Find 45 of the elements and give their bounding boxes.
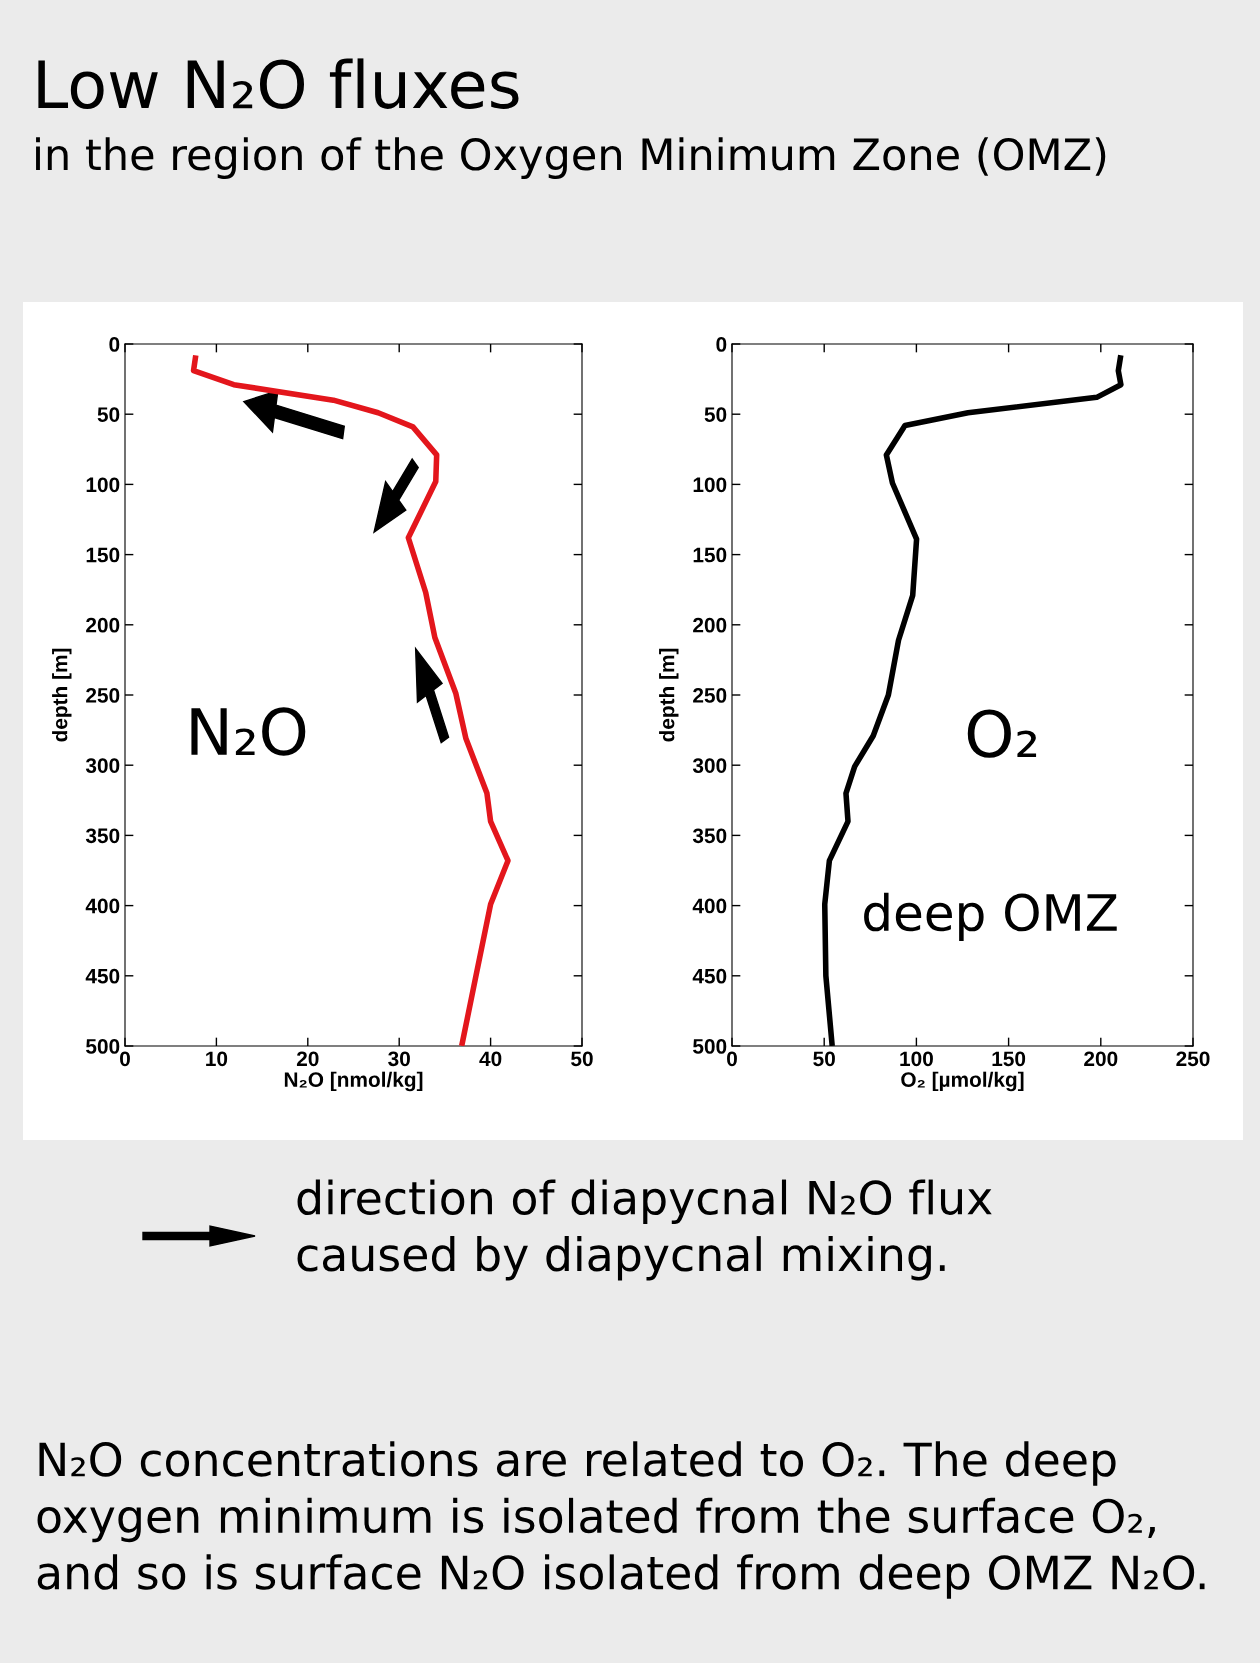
y-tick-label: 0 bbox=[716, 337, 727, 352]
text: direction of diapycnal N₂O flux caused by diapycnal mixing. bbox=[297, 1179, 992, 1281]
y-tick-label: 500 bbox=[693, 1039, 727, 1054]
chart-subtitle: in the region of the Oxygen Minimum Zone (OMZ) bbox=[36, 137, 1106, 179]
x-tick-label: 100 bbox=[900, 1051, 933, 1067]
y-tick-label: 0 bbox=[109, 337, 120, 352]
y-tick-label: 250 bbox=[86, 688, 120, 703]
y-tick-label: 200 bbox=[693, 617, 727, 633]
x-tick-label: 50 bbox=[813, 1051, 835, 1067]
y-tick-label: 100 bbox=[693, 477, 727, 493]
y-tick-label: 300 bbox=[85, 758, 120, 773]
y-tick-label: 50 bbox=[97, 407, 120, 422]
y-tick-label: 350 bbox=[692, 828, 727, 844]
y-axis-title: depth [m] bbox=[659, 648, 679, 742]
y-tick-label: 350 bbox=[85, 828, 120, 844]
x-tick-label: 10 bbox=[206, 1051, 228, 1067]
x-tick-label: 0 bbox=[727, 1051, 737, 1067]
y-tick-label: 150 bbox=[693, 547, 727, 563]
y-tick-label: 200 bbox=[86, 617, 120, 633]
y-tick-label: 400 bbox=[85, 898, 120, 914]
x-tick-label: 0 bbox=[120, 1051, 130, 1067]
y-tick-label: 50 bbox=[704, 407, 727, 422]
annotation: deep OMZ bbox=[864, 892, 1117, 942]
y-axis-title: depth [m] bbox=[52, 648, 72, 742]
x-axis-title: N₂O [nmol/kg] bbox=[284, 1071, 423, 1092]
y-tick-label: 450 bbox=[692, 968, 727, 984]
text: N₂O concentrations are related to O₂. The deep oxygen minimum is isolated from the surface O₂, and so is surface N₂O isolated from deep OMZ N₂O. bbox=[37, 1441, 1205, 1599]
x-tick-label: 50 bbox=[571, 1051, 593, 1067]
chart-title: Low N₂O fluxes bbox=[38, 58, 519, 109]
y-tick-label: 300 bbox=[692, 758, 727, 773]
y-tick-label: 450 bbox=[85, 968, 120, 984]
x-tick-label: 150 bbox=[992, 1051, 1026, 1067]
x-tick-label: 20 bbox=[296, 1051, 319, 1067]
x-tick-label: 250 bbox=[1176, 1051, 1210, 1067]
y-tick-label: 500 bbox=[86, 1039, 120, 1054]
x-axis-title: O₂ [µmol/kg] bbox=[901, 1071, 1024, 1092]
x-tick-label: 40 bbox=[479, 1051, 502, 1067]
y-tick-label: 100 bbox=[86, 477, 120, 493]
y-tick-label: 250 bbox=[693, 688, 727, 703]
text: N₂O bbox=[191, 707, 306, 756]
y-tick-label: 150 bbox=[86, 547, 120, 563]
y-tick-label: 400 bbox=[692, 898, 727, 914]
x-tick-label: 30 bbox=[388, 1051, 410, 1067]
x-tick-label: 200 bbox=[1084, 1051, 1118, 1067]
legend-label: O₂ bbox=[967, 709, 1037, 758]
